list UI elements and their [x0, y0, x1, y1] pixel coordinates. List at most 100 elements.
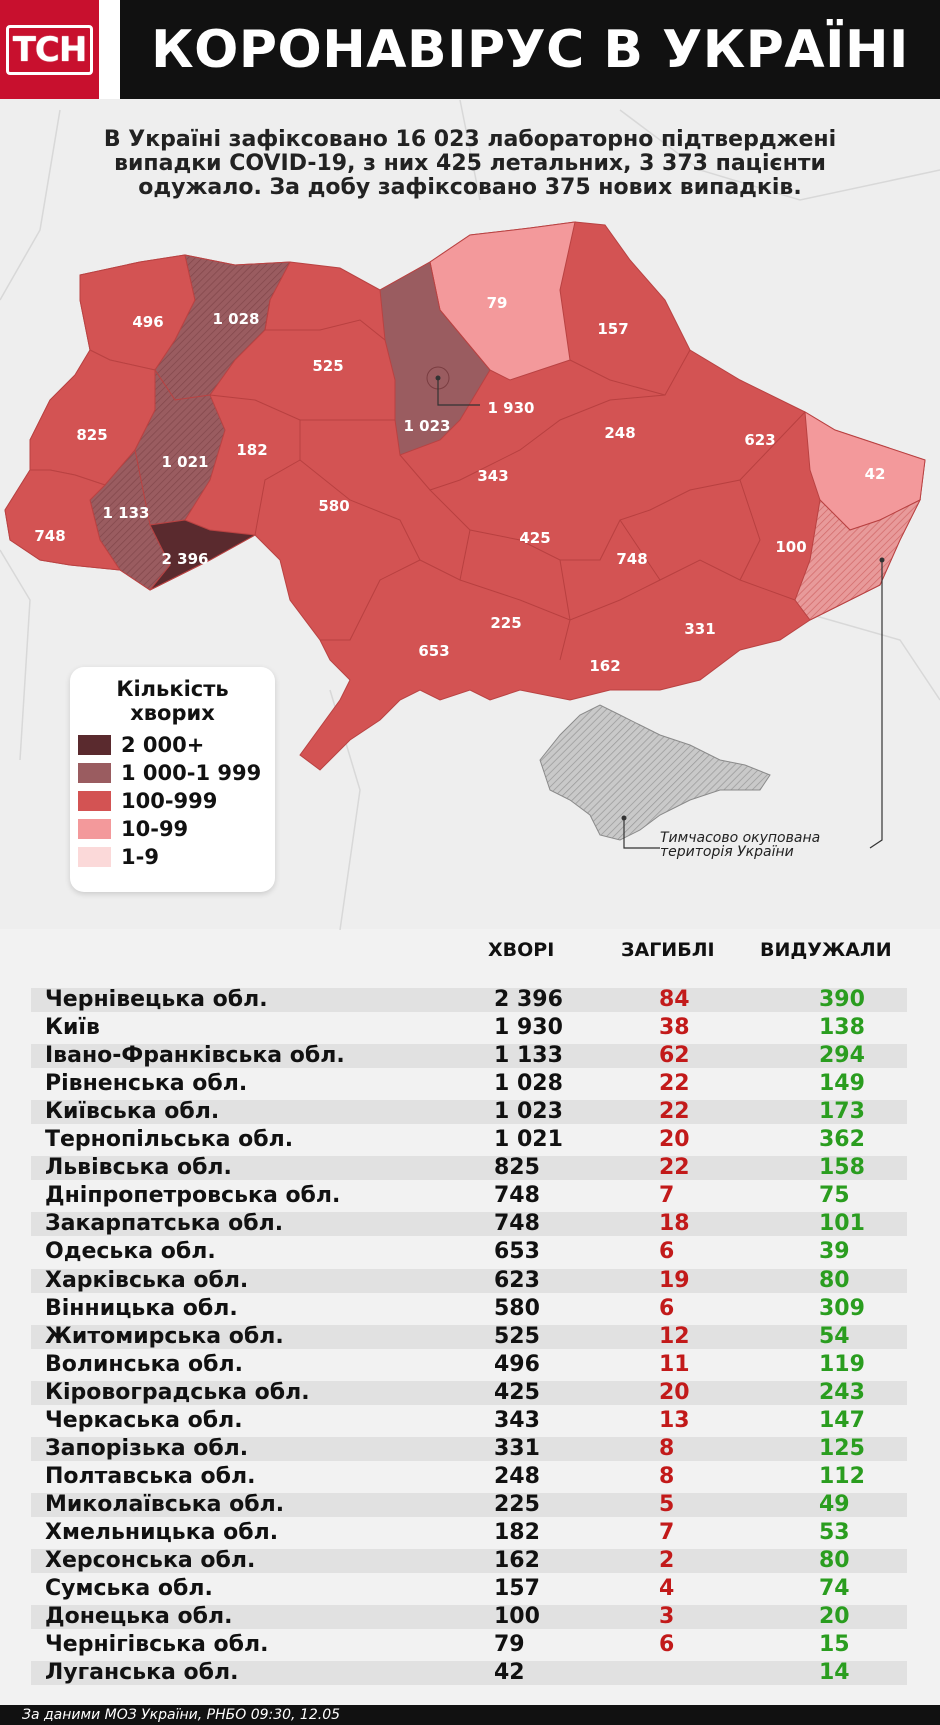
- cases-value: 1 133: [494, 1043, 563, 1069]
- deaths-value: 62: [659, 1043, 690, 1069]
- region-name: Хмельницька обл.: [45, 1519, 279, 1545]
- region-name: Волинська обл.: [45, 1351, 243, 1377]
- occupied-territory-note: Тимчасово окупована територія України: [660, 831, 820, 859]
- table-row: Рівненська обл. 1 028 22 149: [31, 1072, 907, 1096]
- tsn-logo[interactable]: ТСН: [0, 0, 99, 99]
- recovered-value: 53: [819, 1519, 850, 1545]
- intro-line-3: одужало. За добу зафіксовано 375 нових в…: [138, 175, 802, 200]
- recovered-value: 294: [819, 1043, 865, 1069]
- deaths-value: 6: [659, 1239, 675, 1265]
- deaths-value: 3: [659, 1604, 675, 1630]
- recovered-value: 125: [819, 1435, 865, 1461]
- cases-value: 1 930: [494, 1015, 563, 1041]
- cases-value: 157: [494, 1576, 540, 1602]
- recovered-value: 138: [819, 1015, 865, 1041]
- kyiv-leader-line: [437, 378, 480, 406]
- table-row: Запорізька обл. 331 8 125: [31, 1435, 907, 1461]
- deaths-value: 2: [659, 1548, 675, 1573]
- region-name: Чернігівська обл.: [45, 1632, 269, 1658]
- region-name: Закарпатська обл.: [45, 1211, 284, 1237]
- recovered-value: 39: [819, 1239, 850, 1265]
- label-poltava: 248: [604, 424, 635, 442]
- cases-value: 42: [494, 1660, 525, 1686]
- region-ternopil: [134, 368, 226, 526]
- cases-value: 343: [494, 1407, 540, 1433]
- table-row: Київська обл. 1 023 22 173: [31, 1099, 907, 1125]
- recovered-value: 75: [819, 1183, 850, 1209]
- crimea-leader-line: [623, 818, 660, 849]
- legend-item-100-999: 100-999: [78, 789, 217, 813]
- legend-swatch: [78, 735, 111, 755]
- legend-label: 10-99: [121, 817, 189, 841]
- table-row: Херсонська обл. 162 2 80: [31, 1549, 907, 1573]
- deaths-value: 7: [659, 1519, 675, 1545]
- cases-value: 1 021: [494, 1127, 563, 1153]
- occupied-note-line-1: Тимчасово окупована: [660, 830, 821, 846]
- table-row: Харківська обл. 623 19 80: [31, 1267, 907, 1293]
- page-title: КОРОНАВІРУС В УКРАЇНІ: [151, 19, 909, 80]
- table-row: Черкаська обл. 343 13 147: [31, 1407, 907, 1433]
- deaths-value: 22: [659, 1099, 690, 1125]
- cases-value: 825: [494, 1155, 540, 1181]
- table-row: Тернопільська обл. 1 021 20 362: [31, 1128, 907, 1152]
- region-name: Київ: [45, 1015, 100, 1041]
- legend-label: 100-999: [121, 789, 218, 813]
- legend-title: Кількість хворих: [70, 677, 275, 725]
- deaths-value: 12: [659, 1323, 690, 1349]
- region-name: Рівненська обл.: [45, 1071, 248, 1097]
- region-name: Донецька обл.: [45, 1604, 233, 1630]
- label-kyiv-obl: 1 023: [404, 417, 451, 435]
- logo-text: ТСН: [5, 24, 94, 75]
- label-kirovohrad: 425: [519, 529, 550, 547]
- deaths-value: 20: [659, 1379, 690, 1405]
- cases-value: 425: [494, 1379, 540, 1405]
- legend: Кількість хворих 2 000+ 1 000-1 999 100-…: [70, 667, 275, 892]
- region-name: Херсонська обл.: [45, 1548, 256, 1573]
- label-zaporizhzhia: 331: [684, 620, 715, 638]
- cases-value: 79: [494, 1632, 525, 1658]
- header-recovered: ВИДУЖАЛИ: [760, 939, 892, 961]
- cases-value: 331: [494, 1435, 540, 1461]
- legend-label: 2 000+: [121, 733, 205, 757]
- region-name: Луганська обл.: [45, 1660, 239, 1686]
- table-row: Івано-Франківська обл. 1 133 62 294: [31, 1043, 907, 1069]
- recovered-value: 15: [819, 1632, 850, 1658]
- deaths-value: 5: [659, 1491, 675, 1517]
- legend-item-2000plus: 2 000+: [78, 733, 204, 757]
- label-kherson: 162: [589, 657, 620, 675]
- cases-value: 623: [494, 1267, 540, 1293]
- label-ivano-frankivsk: 1 133: [103, 504, 150, 522]
- cases-value: 496: [494, 1351, 540, 1377]
- header: ТСН КОРОНАВІРУС В УКРАЇНІ: [0, 0, 940, 99]
- cases-value: 2 396: [494, 987, 563, 1012]
- region-name: Запорізька обл.: [45, 1435, 249, 1461]
- recovered-value: 173: [819, 1099, 865, 1125]
- label-rivne: 1 028: [213, 310, 260, 328]
- source-note: За даними МОЗ України, РНБО 09:30, 12.05: [22, 1707, 341, 1723]
- region-name: Кіровоградська обл.: [45, 1379, 310, 1405]
- table-row: Сумська обл. 157 4 74: [31, 1577, 907, 1601]
- region-name: Миколаївська обл.: [45, 1491, 285, 1517]
- legend-item-1000-1999: 1 000-1 999: [78, 761, 261, 785]
- label-luhansk: 42: [865, 465, 886, 483]
- cases-value: 580: [494, 1295, 540, 1321]
- legend-title-line-2: хворих: [130, 701, 215, 725]
- region-name: Харківська обл.: [45, 1267, 249, 1293]
- table-row: Львівська обл. 825 22 158: [31, 1155, 907, 1181]
- cases-value: 748: [494, 1211, 540, 1237]
- cases-value: 225: [494, 1491, 540, 1517]
- header-cases: ХВОРІ: [488, 939, 555, 961]
- table-row: Чернігівська обл. 79 6 15: [31, 1633, 907, 1657]
- region-labels: 496 1 028 525 1 023 1 930 79 157 825 1 0…: [34, 294, 885, 675]
- label-zhytomyr: 525: [312, 357, 343, 375]
- region-rivne: [154, 254, 291, 401]
- label-ternopil: 1 021: [162, 453, 209, 471]
- deaths-value: 19: [659, 1267, 690, 1293]
- header-deaths: ЗАГИБЛІ: [621, 939, 715, 961]
- recovered-value: 101: [819, 1211, 865, 1237]
- region-name: Чернівецька обл.: [45, 987, 268, 1012]
- legend-item-10-99: 10-99: [78, 817, 188, 841]
- table-row: Житомирська обл. 525 12 54: [31, 1323, 907, 1349]
- table-row: Одеська обл. 653 6 39: [31, 1240, 907, 1264]
- legend-label: 1-9: [121, 845, 159, 869]
